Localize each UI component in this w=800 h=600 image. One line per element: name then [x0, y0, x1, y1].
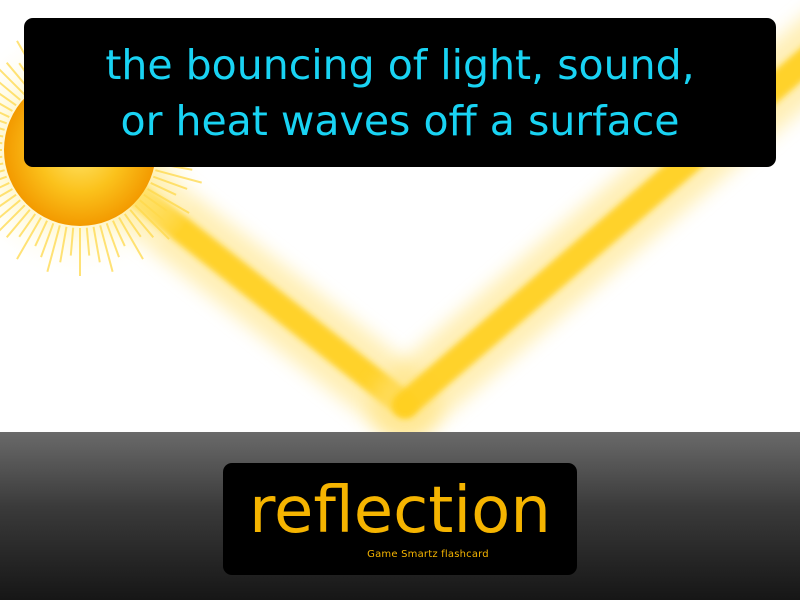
- sun-spike: [92, 226, 101, 263]
- sun-spike: [69, 227, 75, 256]
- sun-spike: [134, 204, 170, 240]
- term-word: reflection: [249, 474, 551, 548]
- sun-spike: [0, 175, 8, 181]
- sun-spike: [112, 220, 126, 247]
- sun-spike: [85, 227, 91, 256]
- sun-spike: [105, 222, 120, 258]
- sun-spike: [152, 175, 188, 190]
- sun-spike: [150, 182, 177, 196]
- sun-spike: [46, 225, 61, 272]
- sun-spike: [5, 209, 31, 238]
- sun-spike: [0, 182, 10, 189]
- sun-spike: [0, 204, 26, 232]
- sun-spike: [139, 199, 168, 225]
- sun-spike: [0, 68, 26, 96]
- brand-label: Game Smartz flashcard: [367, 549, 489, 560]
- sun-spike: [18, 213, 37, 238]
- sun-spike: [155, 169, 202, 184]
- sun-spike: [147, 188, 190, 214]
- sun-spike: [0, 92, 17, 107]
- definition-line-1: the bouncing of light, sound,: [105, 40, 695, 89]
- sun-spike: [0, 81, 21, 101]
- sun-spike: [129, 209, 155, 238]
- sun-spike: [0, 188, 13, 198]
- sun-spike: [0, 119, 8, 125]
- sun-spike: [34, 220, 48, 247]
- sun-spike: [0, 102, 13, 112]
- sun-spike: [143, 193, 168, 212]
- sun-spike: [0, 199, 21, 219]
- sun-spike: [123, 213, 142, 238]
- definition-line-2: or heat waves off a surface: [120, 96, 680, 145]
- term-card: reflection Game Smartz flashcard: [223, 463, 577, 575]
- sun-spike: [59, 226, 68, 263]
- sun-spike: [16, 217, 42, 260]
- sun-spike: [40, 222, 55, 258]
- sun-spike: [0, 111, 10, 118]
- sun-spike: [99, 225, 114, 272]
- definition-card: the bouncing of light, sound, or heat wa…: [24, 18, 776, 167]
- sun-spike: [0, 193, 17, 208]
- sun-spike: [118, 217, 144, 260]
